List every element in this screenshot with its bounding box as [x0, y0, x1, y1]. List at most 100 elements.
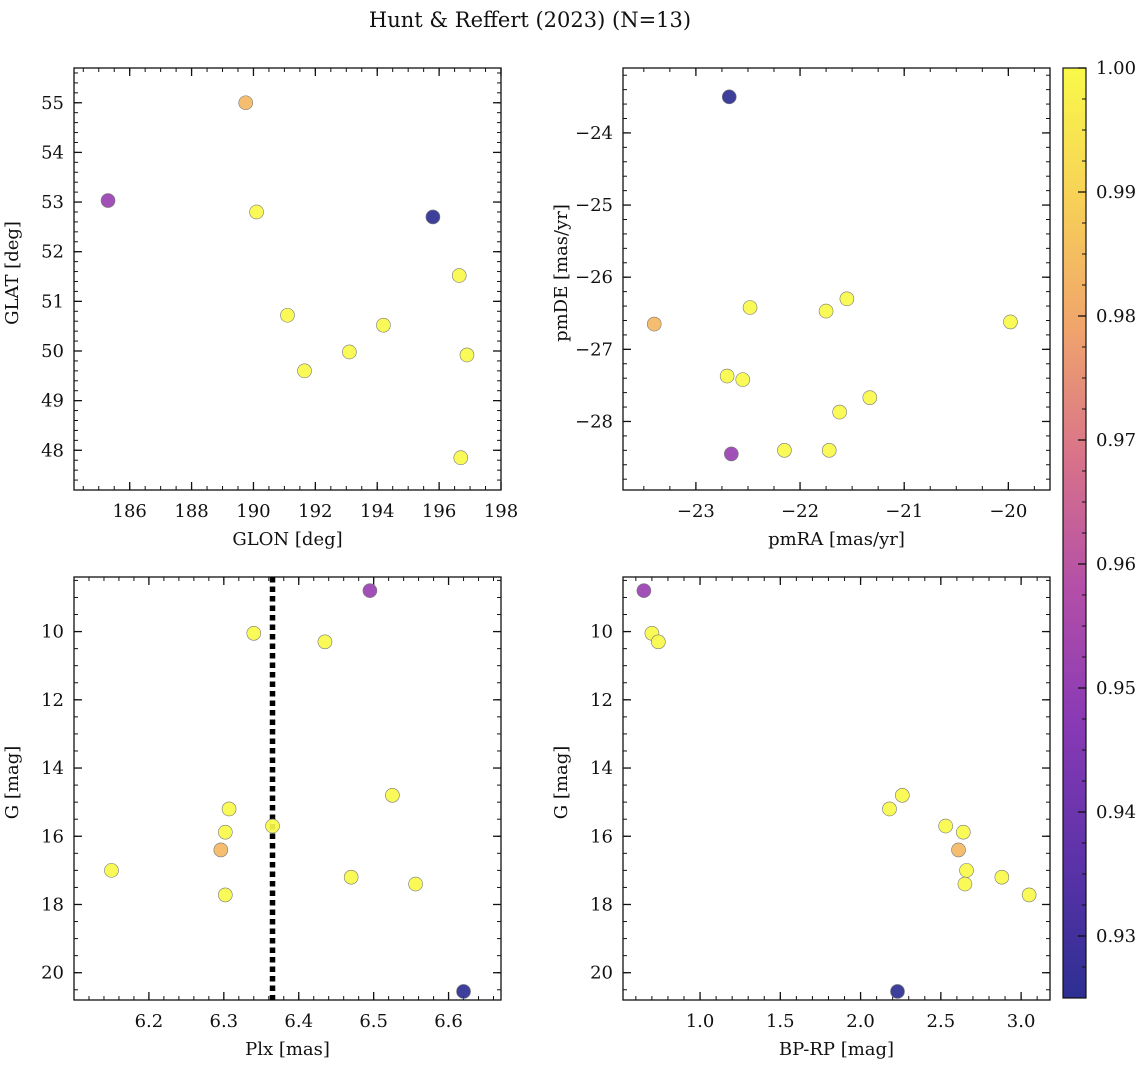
y-tick-label: 14 — [590, 758, 613, 779]
scatter-point — [249, 204, 264, 220]
colorbar-tick-label: 0.98 — [1096, 306, 1136, 327]
y-tick-label: 10 — [590, 622, 613, 643]
scatter-point — [951, 842, 966, 858]
x-tick-label: 186 — [113, 501, 147, 522]
y-tick-label: 51 — [41, 291, 64, 312]
scatter-point — [213, 842, 229, 858]
y-axis-label: G [mag] — [551, 746, 572, 819]
y-tick-label: 54 — [41, 142, 64, 163]
x-axis-label: pmRA [mas/yr] — [768, 529, 905, 550]
scatter-point — [317, 634, 333, 650]
x-axis-label: GLON [deg] — [232, 529, 342, 550]
y-tick-label: 18 — [41, 894, 64, 915]
y-tick-label: 20 — [590, 963, 613, 984]
scatter-point — [735, 372, 751, 387]
scatter-point — [451, 268, 467, 283]
scatter-point — [636, 583, 652, 598]
y-tick-label: 12 — [41, 690, 64, 711]
colorbar-tick-label: 0.94 — [1096, 802, 1136, 823]
scatter-point — [343, 869, 359, 885]
scatter-point — [862, 390, 878, 405]
scatter-point — [1003, 314, 1018, 330]
y-tick-label: −25 — [575, 195, 613, 216]
y-tick-label: 16 — [590, 826, 613, 847]
scatter-point — [218, 887, 233, 903]
y-tick-label: −24 — [575, 123, 613, 144]
y-tick-label: 10 — [41, 622, 64, 643]
axes-frame — [622, 67, 1051, 491]
x-axis-label: BP-RP [mag] — [779, 1039, 894, 1060]
scatter-point — [425, 209, 441, 225]
scatter-point — [100, 193, 116, 208]
y-tick-label: −26 — [575, 267, 613, 288]
scatter-point — [821, 443, 837, 458]
panel-pm: −23 −22 −21 −20 −28 −27 −26 −25 −24 pmRA [mas/yr]… — [551, 67, 1051, 550]
y-tick-label: 14 — [41, 758, 64, 779]
y-axis-label: pmDE [mas/yr] — [551, 204, 572, 342]
scatter-point — [342, 344, 357, 360]
x-tick-label: −23 — [677, 501, 715, 522]
colorbar-tick-label: 0.99 — [1096, 182, 1136, 203]
scatter-point — [221, 801, 237, 817]
x-tick-label: 3.0 — [1007, 1011, 1036, 1032]
scatter-point — [104, 863, 119, 878]
scatter-point — [832, 404, 847, 420]
scatter-point — [742, 300, 758, 315]
x-tick-label: 6.3 — [210, 1011, 239, 1032]
colorbar-tick-label: 0.96 — [1096, 554, 1136, 575]
scatter-point — [719, 368, 735, 384]
scatter-point — [777, 443, 792, 458]
x-tick-label: 1.0 — [686, 1011, 715, 1032]
figure-title: Hunt & Reffert (2023) (N=13) — [369, 8, 691, 32]
x-tick-label: 198 — [484, 501, 518, 522]
y-tick-label: 55 — [41, 93, 64, 114]
scatter-point — [890, 984, 905, 999]
scatter-point — [956, 824, 971, 840]
scatter-point — [959, 863, 974, 878]
x-tick-label: 6.5 — [359, 1011, 388, 1032]
y-tick-label: 52 — [41, 242, 64, 263]
x-tick-label: 196 — [422, 501, 456, 522]
scatter-point — [459, 347, 475, 363]
scatter-point — [646, 316, 662, 332]
y-tick-label: 12 — [590, 690, 613, 711]
scatter-point — [297, 363, 312, 379]
scatter-point — [839, 291, 855, 307]
colorbar: 0.93 0.94 0.95 0.96 0.97 0.98 0.99 1.00 — [1062, 58, 1136, 999]
scatter-point — [938, 818, 953, 834]
y-tick-label: 53 — [41, 192, 64, 213]
scatter-point — [895, 788, 910, 803]
axes-frame — [73, 67, 502, 491]
x-tick-label: 188 — [174, 501, 208, 522]
x-tick-label: 194 — [360, 501, 394, 522]
scatter-point — [994, 869, 1010, 885]
x-tick-label: 2.5 — [927, 1011, 956, 1032]
scatter-point — [238, 95, 254, 111]
y-tick-label: 50 — [41, 341, 64, 362]
x-tick-label: 6.4 — [284, 1011, 313, 1032]
x-tick-label: 6.6 — [434, 1011, 463, 1032]
x-tick-label: −20 — [989, 501, 1027, 522]
y-tick-label: 48 — [41, 440, 64, 461]
colorbar-tick-label: 1.00 — [1096, 58, 1136, 79]
scatter-point — [376, 317, 391, 333]
panel-sky: 186 188 190 192 194 196 198 48 49 50 51 52 53 54 55 GLO… — [2, 67, 518, 550]
colorbar-tick-label: 0.95 — [1096, 678, 1136, 699]
x-tick-label: 190 — [236, 501, 270, 522]
scatter-point — [265, 818, 280, 834]
axes-frame — [622, 576, 1051, 1001]
y-tick-label: 16 — [41, 826, 64, 847]
scatter-point — [456, 984, 471, 999]
y-tick-label: −28 — [575, 411, 613, 432]
scatter-point — [218, 824, 233, 840]
panel-plx: 6.2 6.3 6.4 6.5 6.6 10 12 14 16 18 20 Plx [mas] G [m… — [2, 576, 502, 1060]
x-tick-label: 6.2 — [135, 1011, 164, 1032]
x-tick-label: −21 — [885, 501, 923, 522]
x-tick-label: 1.5 — [766, 1011, 795, 1032]
y-tick-label: 49 — [41, 391, 64, 412]
x-tick-label: −22 — [781, 501, 819, 522]
scatter-point — [1021, 887, 1037, 903]
x-tick-label: 192 — [298, 501, 332, 522]
y-axis-label: G [mag] — [2, 746, 23, 819]
